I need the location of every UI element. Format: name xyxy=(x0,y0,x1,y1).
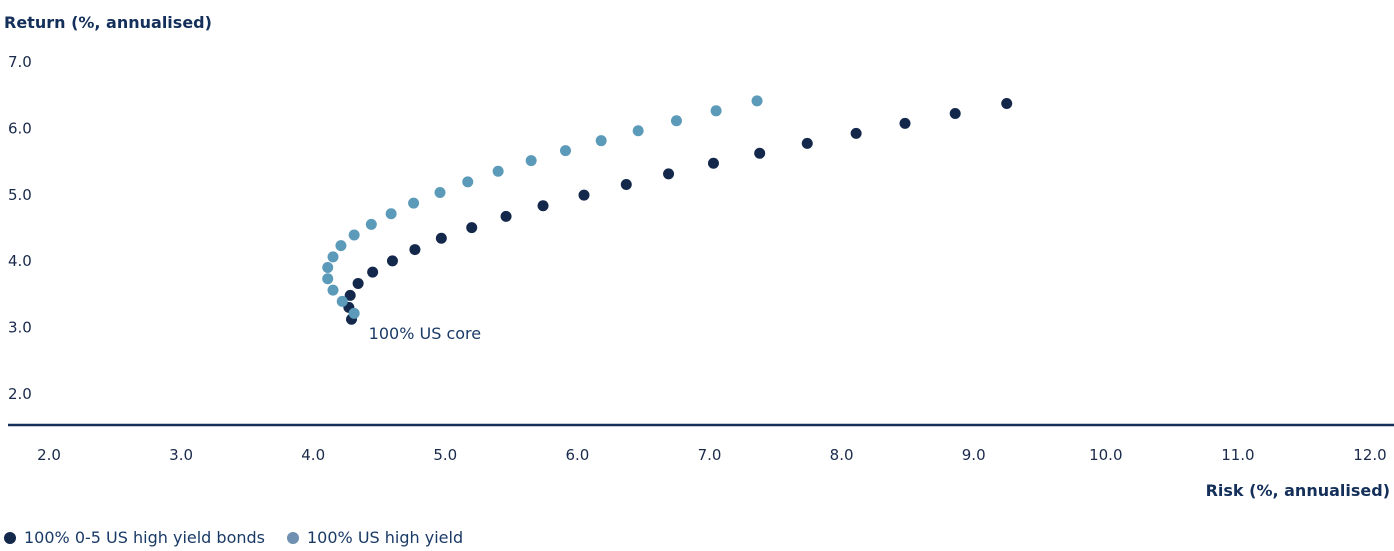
data-point xyxy=(751,95,763,107)
data-point xyxy=(348,229,360,241)
data-point xyxy=(367,266,379,278)
data-point xyxy=(327,251,339,263)
data-point xyxy=(335,240,347,252)
x-tick-label: 12.0 xyxy=(1353,446,1386,464)
legend-label: 100% US high yield xyxy=(307,528,464,547)
series-1 xyxy=(322,95,763,319)
x-tick-label: 8.0 xyxy=(830,446,854,464)
y-tick-label: 5.0 xyxy=(8,186,32,204)
data-point xyxy=(537,200,549,212)
x-tick-label: 3.0 xyxy=(169,446,193,464)
data-point xyxy=(385,208,397,220)
x-axis-ticks: 2.0 3.0 4.0 5.0 6.0 7.0 8.0 9.0 10.0 11.0 12.0 xyxy=(37,446,1387,464)
data-point xyxy=(408,197,420,209)
x-tick-label: 2.0 xyxy=(37,446,61,464)
data-point xyxy=(409,244,421,256)
data-point xyxy=(1001,97,1013,109)
data-point xyxy=(710,105,722,117)
data-point xyxy=(365,218,377,230)
data-point xyxy=(322,262,334,274)
legend-marker-icon xyxy=(287,531,299,544)
x-tick-label: 9.0 xyxy=(962,446,986,464)
annotation-label: 100% US core xyxy=(369,324,481,343)
data-point xyxy=(632,125,644,137)
series-0 xyxy=(343,97,1013,325)
data-point xyxy=(348,307,360,319)
x-tick-label: 7.0 xyxy=(698,446,722,464)
data-point xyxy=(801,137,813,149)
data-point xyxy=(850,127,862,139)
scatter-chart: Return (%, annualised) 2.0 3.0 4.0 5.0 6.0 7.… xyxy=(4,13,1394,500)
data-point xyxy=(344,289,356,301)
y-axis-title: Return (%, annualised) xyxy=(4,13,212,32)
x-tick-label: 5.0 xyxy=(433,446,457,464)
legend-item-us-high-yield: 100% US high yield xyxy=(287,528,463,547)
data-point xyxy=(386,255,398,267)
data-point xyxy=(595,135,607,147)
legend: 100% 0-5 US high yield bonds 100% US hig… xyxy=(4,528,463,547)
data-point xyxy=(663,168,675,180)
data-points xyxy=(322,95,1013,325)
y-tick-label: 4.0 xyxy=(8,252,32,270)
data-point xyxy=(560,145,572,157)
legend-label: 100% 0-5 US high yield bonds xyxy=(24,528,265,547)
x-tick-label: 6.0 xyxy=(565,446,589,464)
data-point xyxy=(352,277,364,289)
data-point xyxy=(435,232,447,244)
data-point xyxy=(466,222,478,234)
y-axis-ticks: 2.0 3.0 4.0 5.0 6.0 7.0 xyxy=(8,53,32,403)
y-tick-label: 2.0 xyxy=(8,385,32,403)
x-tick-label: 10.0 xyxy=(1089,446,1122,464)
y-tick-label: 6.0 xyxy=(8,119,32,137)
data-point xyxy=(327,284,339,296)
x-axis-title: Risk (%, annualised) xyxy=(1206,481,1390,500)
data-point xyxy=(525,155,537,167)
data-point xyxy=(949,107,961,119)
y-tick-label: 3.0 xyxy=(8,319,32,337)
data-point xyxy=(707,157,719,169)
data-point xyxy=(899,117,911,129)
data-point xyxy=(492,165,504,177)
data-point xyxy=(578,189,590,201)
data-point xyxy=(462,176,474,188)
x-tick-label: 11.0 xyxy=(1221,446,1254,464)
data-point xyxy=(754,147,766,159)
data-point xyxy=(336,295,348,307)
data-point xyxy=(670,115,682,127)
data-point xyxy=(434,186,446,198)
annotations: 100% US core xyxy=(369,324,481,343)
legend-marker-icon xyxy=(4,531,16,544)
legend-item-0-5-high-yield: 100% 0-5 US high yield bonds xyxy=(4,528,265,547)
data-point xyxy=(620,179,632,191)
data-point xyxy=(322,273,334,285)
x-tick-label: 4.0 xyxy=(301,446,325,464)
data-point xyxy=(500,210,512,222)
y-tick-label: 7.0 xyxy=(8,53,32,71)
